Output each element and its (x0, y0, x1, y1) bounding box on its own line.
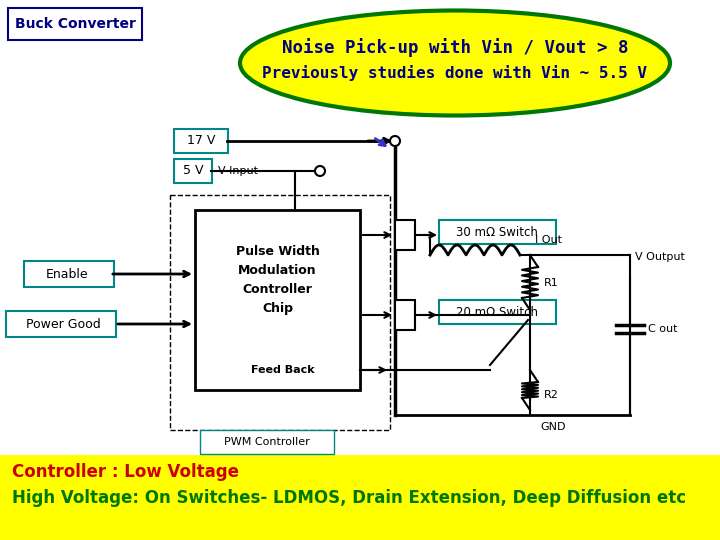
FancyBboxPatch shape (6, 311, 116, 337)
FancyBboxPatch shape (395, 300, 415, 330)
FancyBboxPatch shape (0, 455, 720, 540)
FancyBboxPatch shape (200, 430, 334, 454)
FancyBboxPatch shape (195, 210, 360, 390)
FancyBboxPatch shape (174, 159, 212, 183)
Text: Enable: Enable (45, 267, 89, 280)
Text: Buck Converter: Buck Converter (14, 17, 135, 31)
Text: PWM Controller: PWM Controller (224, 437, 310, 447)
Text: Controller : Low Voltage: Controller : Low Voltage (12, 463, 239, 481)
FancyBboxPatch shape (0, 0, 720, 455)
Circle shape (315, 166, 325, 176)
FancyBboxPatch shape (174, 129, 228, 153)
Text: High Voltage: On Switches- LDMOS, Drain Extension, Deep Diffusion etc: High Voltage: On Switches- LDMOS, Drain … (12, 489, 686, 507)
FancyBboxPatch shape (439, 300, 556, 324)
Text: Previously studies done with Vin ~ 5.5 V: Previously studies done with Vin ~ 5.5 V (263, 65, 647, 81)
FancyBboxPatch shape (8, 8, 142, 40)
Text: C out: C out (648, 324, 678, 334)
FancyBboxPatch shape (439, 220, 556, 244)
Ellipse shape (240, 10, 670, 116)
Text: R2: R2 (544, 390, 559, 400)
Text: Power Good: Power Good (26, 318, 100, 330)
Text: Feed Back: Feed Back (251, 365, 315, 375)
Text: 20 mΩ Switch: 20 mΩ Switch (456, 306, 538, 319)
FancyBboxPatch shape (395, 220, 415, 250)
Text: V Output: V Output (635, 252, 685, 262)
Text: 5 V: 5 V (183, 165, 203, 178)
Circle shape (390, 136, 400, 146)
Text: V Input: V Input (218, 166, 258, 176)
Text: Noise Pick-up with Vin / Vout > 8: Noise Pick-up with Vin / Vout > 8 (282, 38, 629, 57)
Text: I Out: I Out (535, 235, 562, 245)
Text: GND: GND (540, 422, 565, 432)
FancyBboxPatch shape (24, 261, 114, 287)
Text: 17 V: 17 V (186, 134, 215, 147)
Text: R1: R1 (544, 278, 559, 287)
Text: 30 mΩ Switch: 30 mΩ Switch (456, 226, 538, 239)
Text: Pulse Width
Modulation
Controller
Chip: Pulse Width Modulation Controller Chip (235, 245, 320, 315)
